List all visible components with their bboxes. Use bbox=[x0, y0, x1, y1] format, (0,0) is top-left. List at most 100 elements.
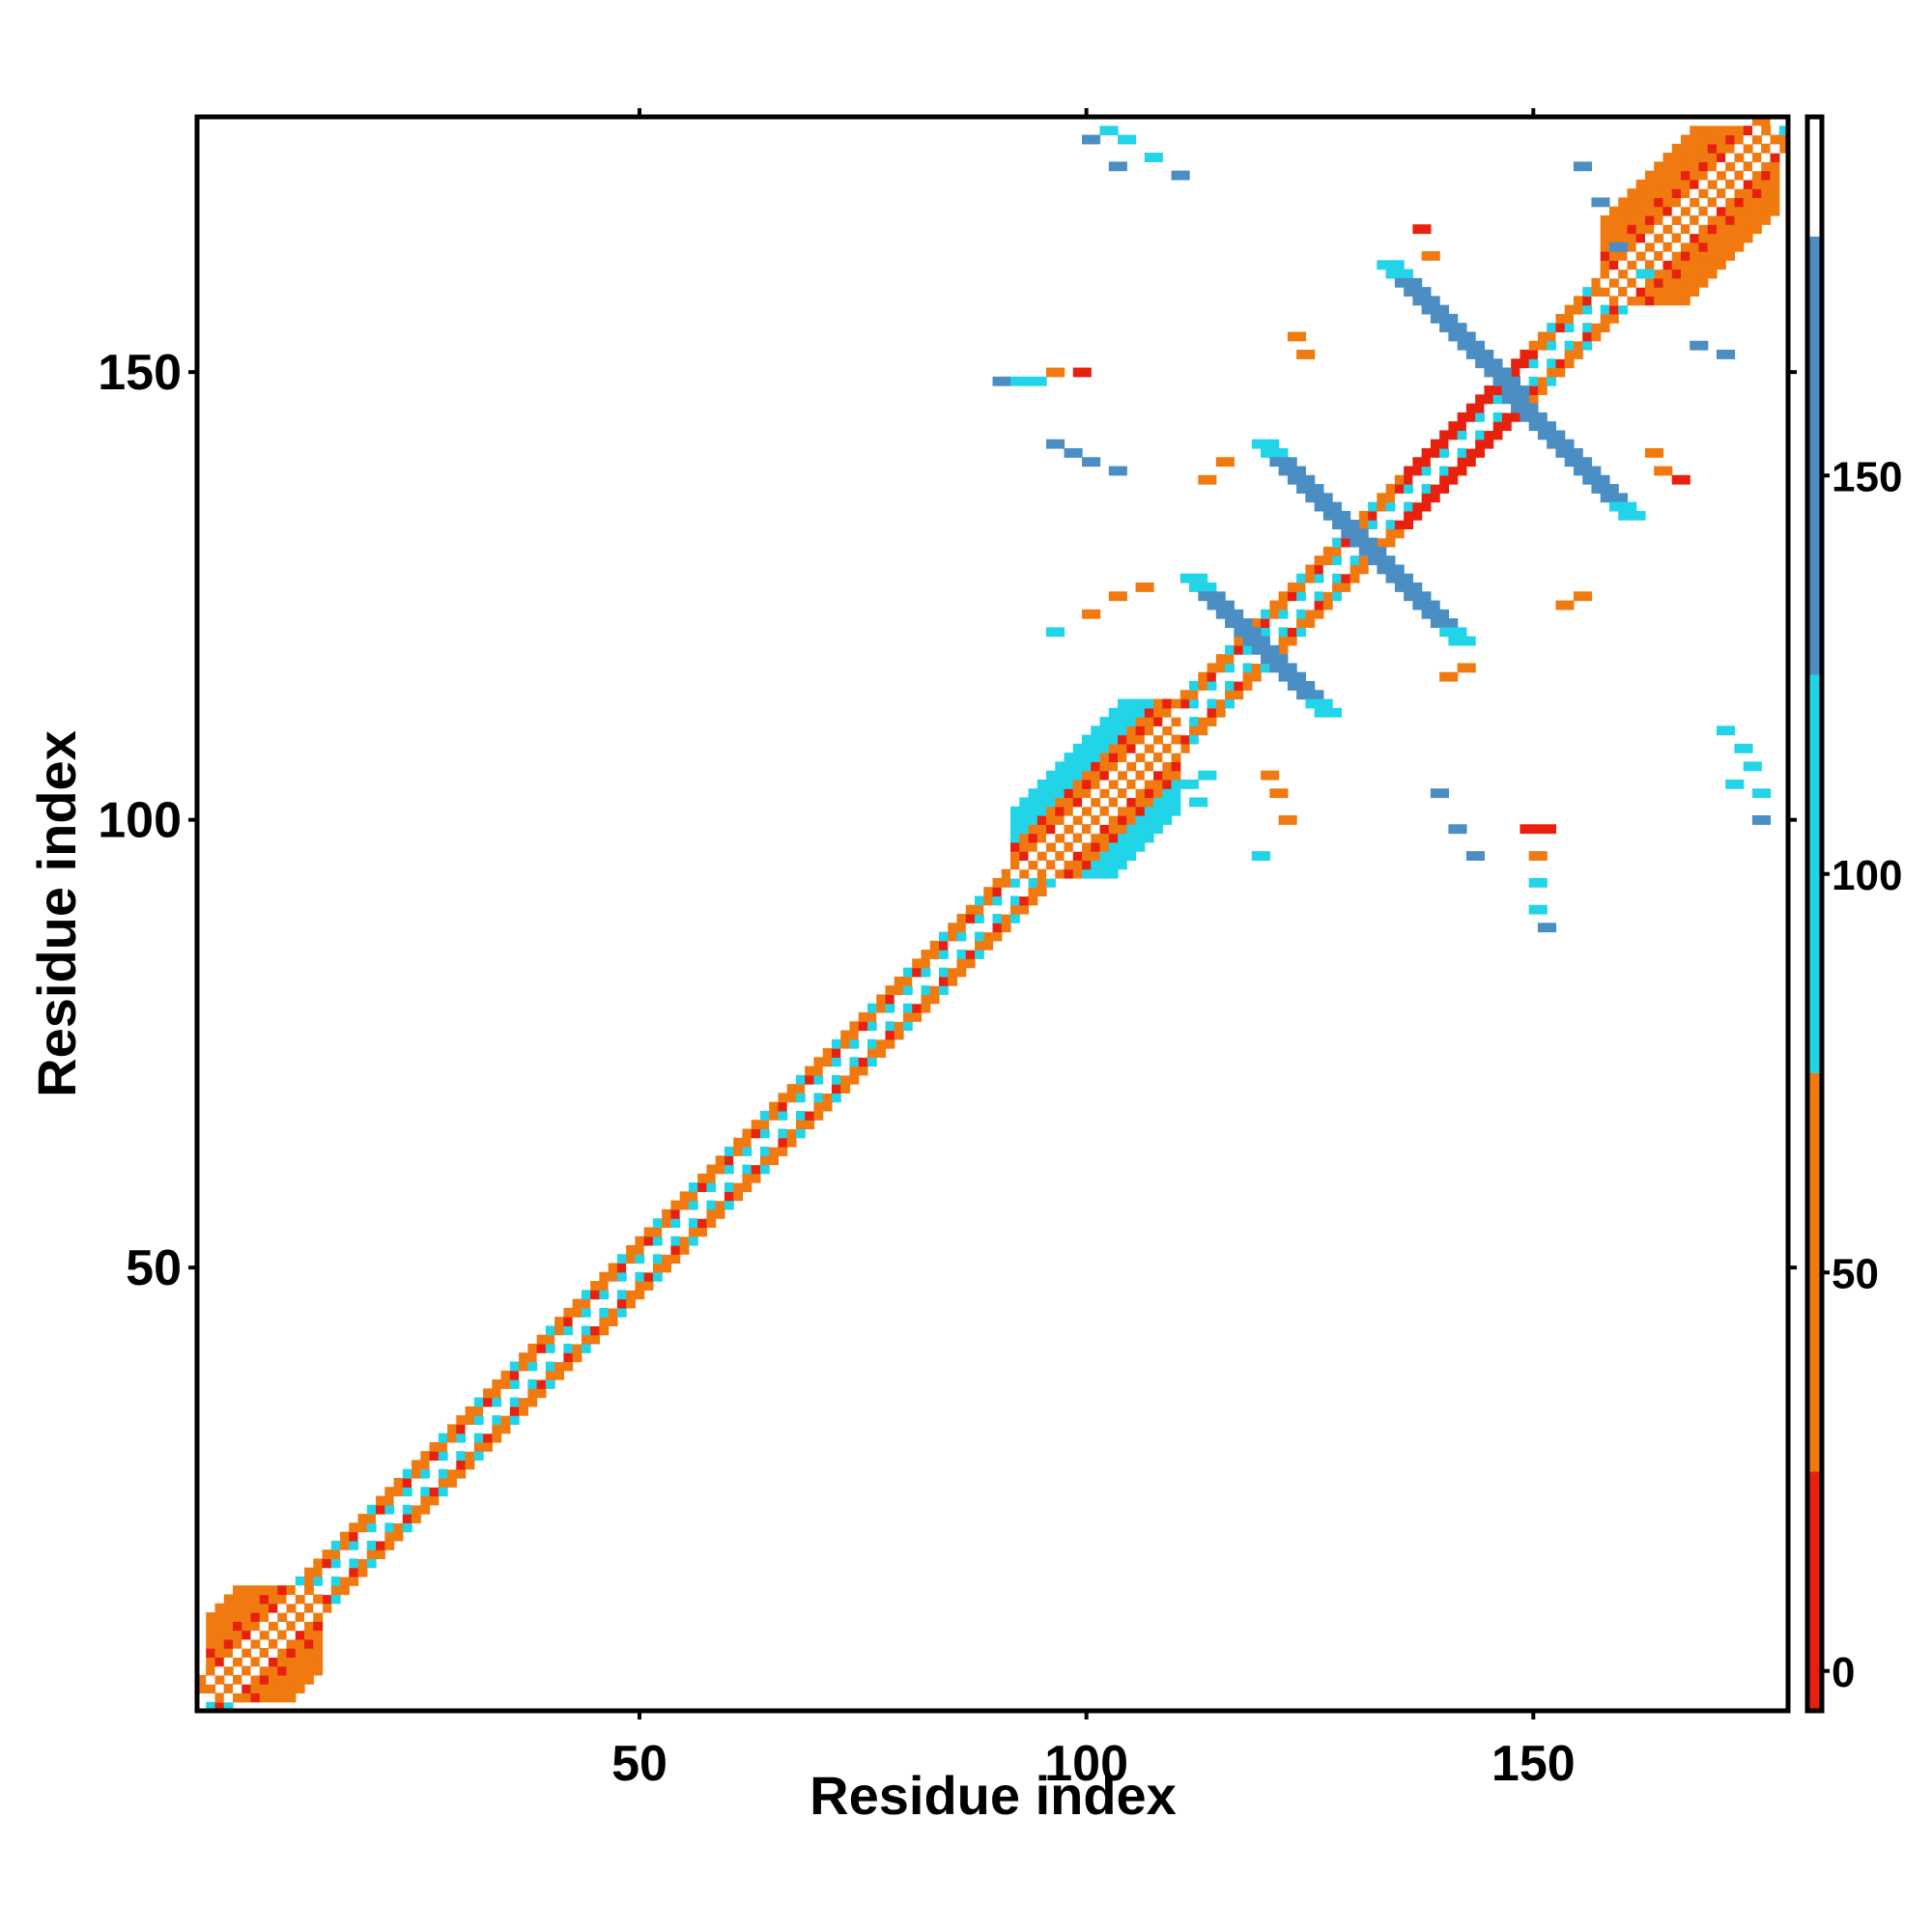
heatmap-cell bbox=[894, 976, 904, 986]
heatmap-cell bbox=[1412, 474, 1423, 485]
heatmap-cell bbox=[599, 1325, 610, 1336]
heatmap-cell bbox=[1322, 698, 1333, 709]
heatmap-cell bbox=[1242, 618, 1253, 628]
heatmap-cell bbox=[349, 1558, 359, 1569]
heatmap-cell bbox=[1099, 717, 1110, 726]
heatmap-cell bbox=[214, 1621, 225, 1632]
heatmap-cell bbox=[1421, 600, 1432, 611]
heatmap-cells bbox=[197, 117, 1789, 1712]
heatmap-cell bbox=[1189, 698, 1199, 709]
heatmap-cell bbox=[1251, 636, 1262, 646]
heatmap-cell bbox=[447, 1460, 457, 1470]
heatmap-cell bbox=[1635, 242, 1646, 252]
heatmap-cell bbox=[643, 1244, 654, 1255]
heatmap-cell bbox=[1278, 447, 1289, 458]
heatmap-cell bbox=[1368, 546, 1378, 556]
heatmap-cell bbox=[724, 1200, 734, 1210]
heatmap-cell bbox=[1457, 457, 1467, 468]
heatmap-cell bbox=[831, 1048, 841, 1058]
heatmap-cell bbox=[795, 1128, 806, 1139]
heatmap-cell bbox=[1520, 385, 1530, 395]
heatmap-cell bbox=[1144, 815, 1154, 825]
heatmap-cell bbox=[1654, 269, 1664, 279]
heatmap-cell bbox=[1055, 833, 1065, 843]
heatmap-cell bbox=[965, 950, 976, 959]
heatmap-cell bbox=[1412, 493, 1423, 503]
heatmap-cell bbox=[1448, 430, 1459, 440]
heatmap-cell bbox=[250, 1674, 261, 1685]
heatmap-cell bbox=[805, 1101, 815, 1112]
heatmap-cell bbox=[223, 1692, 234, 1703]
heatmap-cell bbox=[795, 1110, 806, 1121]
heatmap-cell bbox=[242, 1621, 252, 1632]
heatmap-cell bbox=[269, 1603, 278, 1613]
heatmap-cell bbox=[1761, 206, 1772, 216]
heatmap-cell bbox=[1377, 510, 1387, 521]
heatmap-cell bbox=[1501, 376, 1512, 386]
heatmap-cell bbox=[402, 1477, 412, 1488]
heatmap-cell bbox=[1377, 546, 1387, 556]
heatmap-cell bbox=[572, 1317, 582, 1326]
heatmap-cell bbox=[858, 1048, 868, 1058]
heatmap-cell bbox=[616, 1263, 627, 1273]
heatmap-cell bbox=[1287, 663, 1297, 673]
heatmap-cell bbox=[813, 1101, 824, 1112]
heatmap-cell bbox=[473, 1397, 484, 1407]
heatmap-cell bbox=[1287, 457, 1297, 468]
heatmap-cell bbox=[1189, 717, 1199, 726]
heatmap-cell bbox=[1680, 277, 1690, 288]
heatmap-cell bbox=[1778, 134, 1789, 145]
heatmap-cell bbox=[1662, 466, 1673, 476]
heatmap-cell bbox=[679, 1200, 690, 1210]
heatmap-cell bbox=[1654, 260, 1664, 270]
heatmap-cell bbox=[1010, 868, 1020, 879]
heatmap-cell bbox=[1600, 233, 1610, 243]
heatmap-cell bbox=[286, 1665, 297, 1676]
heatmap-cell bbox=[1108, 734, 1119, 745]
heatmap-cell bbox=[1287, 591, 1297, 602]
heatmap-cell bbox=[1225, 663, 1235, 673]
heatmap-cell bbox=[277, 1657, 288, 1667]
heatmap-cell bbox=[277, 1594, 288, 1605]
heatmap-cell bbox=[1322, 564, 1333, 575]
heatmap-cell bbox=[894, 1011, 904, 1022]
heatmap-cell bbox=[1305, 618, 1316, 628]
heatmap-cell bbox=[1404, 474, 1413, 485]
heatmap-cell bbox=[313, 1638, 324, 1649]
heatmap-cell bbox=[1555, 447, 1566, 458]
heatmap-cell bbox=[206, 1638, 216, 1649]
heatmap-cell bbox=[1091, 815, 1101, 825]
heatmap-cell bbox=[1511, 412, 1521, 422]
heatmap-cell bbox=[1698, 260, 1709, 270]
heatmap-cell bbox=[1743, 761, 1753, 772]
heatmap-cell bbox=[1457, 430, 1467, 440]
heatmap-cell bbox=[715, 1155, 725, 1166]
y-tick-label: 150 bbox=[98, 345, 182, 401]
heatmap-cell bbox=[250, 1630, 261, 1640]
heatmap-cell bbox=[1287, 627, 1297, 638]
heatmap-cell bbox=[1126, 761, 1137, 772]
heatmap-cell bbox=[1743, 143, 1753, 154]
heatmap-cell bbox=[509, 1379, 520, 1389]
heatmap-cell bbox=[214, 1648, 225, 1658]
heatmap-cell bbox=[1082, 609, 1092, 619]
heatmap-cell bbox=[1135, 698, 1146, 709]
heatmap-cell bbox=[1010, 806, 1020, 816]
heatmap-cell bbox=[1690, 143, 1700, 154]
heatmap-cell bbox=[420, 1504, 431, 1515]
heatmap-cell bbox=[1662, 161, 1673, 172]
heatmap-cell bbox=[1082, 868, 1092, 879]
heatmap-cell bbox=[1573, 447, 1583, 458]
heatmap-cell bbox=[554, 1352, 564, 1363]
heatmap-cell bbox=[1439, 323, 1449, 333]
heatmap-cell bbox=[259, 1648, 270, 1658]
heatmap-cell bbox=[269, 1612, 278, 1622]
heatmap-cell bbox=[1671, 296, 1682, 306]
heatmap-cell bbox=[1448, 331, 1459, 342]
heatmap-cell bbox=[1082, 788, 1092, 799]
heatmap-cell bbox=[349, 1567, 359, 1577]
heatmap-cell bbox=[313, 1630, 324, 1640]
heatmap-cell bbox=[635, 1271, 645, 1282]
heatmap-cell bbox=[1072, 743, 1083, 753]
heatmap-cell bbox=[1404, 501, 1413, 512]
